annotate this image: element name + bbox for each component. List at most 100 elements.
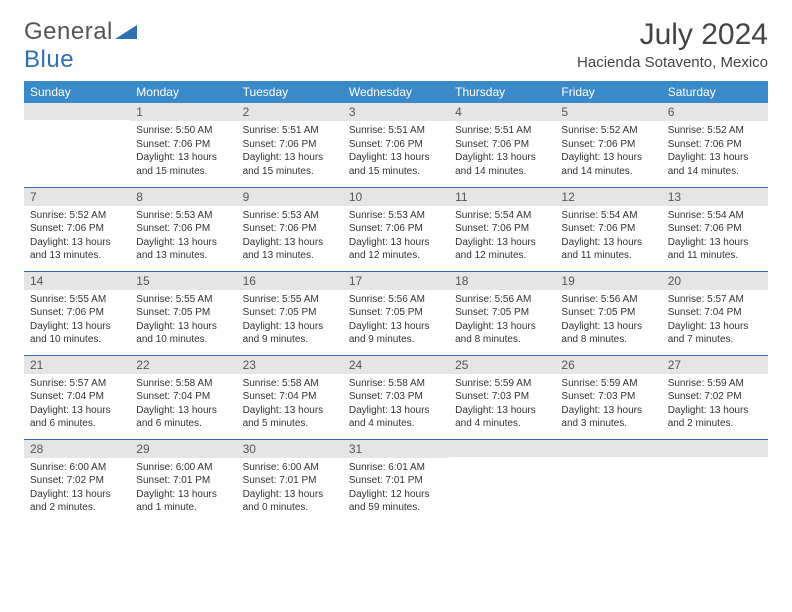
daylight-text-2: and 12 minutes. xyxy=(455,249,549,263)
daylight-text-2: and 7 minutes. xyxy=(668,333,762,347)
calendar-week-row: 1Sunrise: 5:50 AMSunset: 7:06 PMDaylight… xyxy=(24,103,768,187)
day-details: Sunrise: 5:52 AMSunset: 7:06 PMDaylight:… xyxy=(662,121,768,182)
calendar-day-cell: 5Sunrise: 5:52 AMSunset: 7:06 PMDaylight… xyxy=(555,103,661,187)
day-number: 20 xyxy=(662,272,768,290)
sunset-text: Sunset: 7:04 PM xyxy=(243,390,337,404)
day-details: Sunrise: 5:53 AMSunset: 7:06 PMDaylight:… xyxy=(237,206,343,267)
sunrise-text: Sunrise: 5:57 AM xyxy=(668,293,762,307)
calendar-day-cell: 16Sunrise: 5:55 AMSunset: 7:05 PMDayligh… xyxy=(237,271,343,355)
sunrise-text: Sunrise: 5:59 AM xyxy=(455,377,549,391)
daylight-text-2: and 4 minutes. xyxy=(455,417,549,431)
day-details: Sunrise: 6:01 AMSunset: 7:01 PMDaylight:… xyxy=(343,458,449,519)
sunset-text: Sunset: 7:06 PM xyxy=(30,306,124,320)
day-details: Sunrise: 5:55 AMSunset: 7:06 PMDaylight:… xyxy=(24,290,130,351)
weekday-header: Sunday xyxy=(24,81,130,103)
sunset-text: Sunset: 7:06 PM xyxy=(243,138,337,152)
sunrise-text: Sunrise: 5:58 AM xyxy=(243,377,337,391)
day-number: 19 xyxy=(555,272,661,290)
daylight-text-1: Daylight: 13 hours xyxy=(30,488,124,502)
day-number: 28 xyxy=(24,440,130,458)
sunset-text: Sunset: 7:06 PM xyxy=(455,222,549,236)
daylight-text-2: and 5 minutes. xyxy=(243,417,337,431)
sunset-text: Sunset: 7:04 PM xyxy=(136,390,230,404)
sunset-text: Sunset: 7:06 PM xyxy=(349,222,443,236)
sunset-text: Sunset: 7:06 PM xyxy=(243,222,337,236)
daylight-text-1: Daylight: 12 hours xyxy=(349,488,443,502)
daylight-text-1: Daylight: 13 hours xyxy=(668,320,762,334)
page-title: July 2024 xyxy=(640,18,768,52)
calendar-day-cell: 24Sunrise: 5:58 AMSunset: 7:03 PMDayligh… xyxy=(343,355,449,439)
day-details: Sunrise: 5:51 AMSunset: 7:06 PMDaylight:… xyxy=(449,121,555,182)
daylight-text-2: and 0 minutes. xyxy=(243,501,337,515)
day-number xyxy=(555,440,661,457)
daylight-text-1: Daylight: 13 hours xyxy=(561,320,655,334)
calendar-day-cell: 19Sunrise: 5:56 AMSunset: 7:05 PMDayligh… xyxy=(555,271,661,355)
daylight-text-2: and 11 minutes. xyxy=(668,249,762,263)
day-details: Sunrise: 5:50 AMSunset: 7:06 PMDaylight:… xyxy=(130,121,236,182)
daylight-text-2: and 8 minutes. xyxy=(561,333,655,347)
daylight-text-1: Daylight: 13 hours xyxy=(243,236,337,250)
sunrise-text: Sunrise: 6:00 AM xyxy=(136,461,230,475)
weekday-header: Thursday xyxy=(449,81,555,103)
day-details: Sunrise: 5:51 AMSunset: 7:06 PMDaylight:… xyxy=(343,121,449,182)
day-number: 14 xyxy=(24,272,130,290)
weekday-header: Tuesday xyxy=(237,81,343,103)
day-details: Sunrise: 5:55 AMSunset: 7:05 PMDaylight:… xyxy=(237,290,343,351)
sunset-text: Sunset: 7:06 PM xyxy=(455,138,549,152)
calendar-day-cell: 13Sunrise: 5:54 AMSunset: 7:06 PMDayligh… xyxy=(662,187,768,271)
weekday-header-row: Sunday Monday Tuesday Wednesday Thursday… xyxy=(24,81,768,103)
day-details: Sunrise: 6:00 AMSunset: 7:01 PMDaylight:… xyxy=(130,458,236,519)
day-details: Sunrise: 5:59 AMSunset: 7:03 PMDaylight:… xyxy=(555,374,661,435)
daylight-text-1: Daylight: 13 hours xyxy=(349,236,443,250)
daylight-text-1: Daylight: 13 hours xyxy=(30,236,124,250)
day-number xyxy=(449,440,555,457)
daylight-text-2: and 15 minutes. xyxy=(349,165,443,179)
daylight-text-1: Daylight: 13 hours xyxy=(349,320,443,334)
calendar-day-cell: 25Sunrise: 5:59 AMSunset: 7:03 PMDayligh… xyxy=(449,355,555,439)
calendar-day-cell: 15Sunrise: 5:55 AMSunset: 7:05 PMDayligh… xyxy=(130,271,236,355)
daylight-text-1: Daylight: 13 hours xyxy=(136,236,230,250)
sunset-text: Sunset: 7:06 PM xyxy=(561,138,655,152)
sunrise-text: Sunrise: 5:58 AM xyxy=(349,377,443,391)
daylight-text-2: and 11 minutes. xyxy=(561,249,655,263)
logo-text-1: General xyxy=(24,18,113,46)
calendar-day-cell: 1Sunrise: 5:50 AMSunset: 7:06 PMDaylight… xyxy=(130,103,236,187)
sunrise-text: Sunrise: 6:00 AM xyxy=(243,461,337,475)
calendar-day-cell: 2Sunrise: 5:51 AMSunset: 7:06 PMDaylight… xyxy=(237,103,343,187)
calendar-day-cell xyxy=(24,103,130,187)
day-number: 23 xyxy=(237,356,343,374)
day-number xyxy=(24,103,130,120)
day-details: Sunrise: 5:58 AMSunset: 7:04 PMDaylight:… xyxy=(130,374,236,435)
sunrise-text: Sunrise: 5:51 AM xyxy=(349,124,443,138)
sunset-text: Sunset: 7:03 PM xyxy=(561,390,655,404)
sunrise-text: Sunrise: 5:55 AM xyxy=(243,293,337,307)
sunrise-text: Sunrise: 5:53 AM xyxy=(243,209,337,223)
daylight-text-1: Daylight: 13 hours xyxy=(561,236,655,250)
sunrise-text: Sunrise: 5:59 AM xyxy=(561,377,655,391)
sunrise-text: Sunrise: 5:51 AM xyxy=(455,124,549,138)
day-number: 7 xyxy=(24,188,130,206)
day-number: 2 xyxy=(237,103,343,121)
sunrise-text: Sunrise: 5:52 AM xyxy=(668,124,762,138)
logo-triangle-icon xyxy=(115,21,137,39)
day-details: Sunrise: 5:58 AMSunset: 7:03 PMDaylight:… xyxy=(343,374,449,435)
calendar-day-cell xyxy=(555,439,661,523)
day-details: Sunrise: 5:59 AMSunset: 7:03 PMDaylight:… xyxy=(449,374,555,435)
sunrise-text: Sunrise: 5:55 AM xyxy=(30,293,124,307)
sunset-text: Sunset: 7:06 PM xyxy=(668,138,762,152)
day-number: 15 xyxy=(130,272,236,290)
daylight-text-2: and 15 minutes. xyxy=(243,165,337,179)
day-number: 18 xyxy=(449,272,555,290)
sunset-text: Sunset: 7:06 PM xyxy=(136,222,230,236)
logo-text-2: Blue xyxy=(24,46,74,74)
day-number: 27 xyxy=(662,356,768,374)
daylight-text-1: Daylight: 13 hours xyxy=(136,320,230,334)
daylight-text-2: and 9 minutes. xyxy=(349,333,443,347)
calendar-day-cell: 11Sunrise: 5:54 AMSunset: 7:06 PMDayligh… xyxy=(449,187,555,271)
daylight-text-1: Daylight: 13 hours xyxy=(455,404,549,418)
sunset-text: Sunset: 7:03 PM xyxy=(455,390,549,404)
sunrise-text: Sunrise: 5:56 AM xyxy=(455,293,549,307)
day-details xyxy=(662,457,768,507)
sunrise-text: Sunrise: 5:52 AM xyxy=(30,209,124,223)
sunrise-text: Sunrise: 5:50 AM xyxy=(136,124,230,138)
